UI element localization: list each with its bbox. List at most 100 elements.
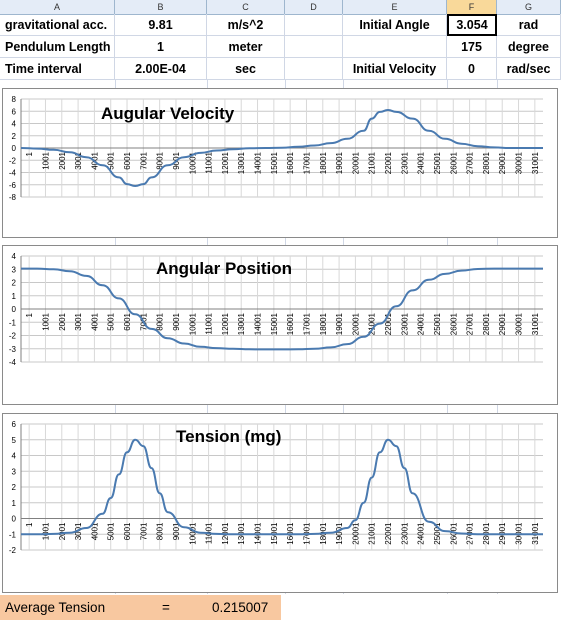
column-header-b[interactable]: B (115, 0, 207, 14)
column-header-e[interactable]: E (343, 0, 447, 14)
x-tick-label: 6001 (123, 522, 132, 540)
x-tick-label: 1 (25, 151, 34, 156)
x-tick-label: 18001 (319, 312, 328, 335)
y-tick-label: -6 (9, 181, 17, 190)
x-tick-label: 8001 (156, 151, 165, 169)
x-tick-label: 10001 (188, 522, 197, 545)
y-tick-label: 0 (12, 144, 17, 153)
x-tick-label: 1 (25, 522, 34, 527)
x-tick-label: 16001 (286, 151, 295, 174)
y-tick-label: 1 (12, 292, 17, 301)
series-line (21, 267, 543, 351)
cell-a1[interactable]: gravitational acc. (0, 14, 115, 36)
cell-b2[interactable]: 1 (115, 36, 207, 58)
x-tick-label: 15001 (270, 151, 279, 174)
cell-f2[interactable]: 175 (447, 36, 497, 58)
summary-row: Average Tension = 0.215007 (0, 595, 561, 620)
cell-c3[interactable]: sec (207, 58, 285, 80)
average-tension-highlight (0, 595, 281, 620)
average-tension-equals[interactable]: = (162, 600, 170, 615)
x-tick-label: 23001 (400, 312, 409, 335)
cell-c1[interactable]: m/s^2 (207, 14, 285, 36)
x-tick-label: 22001 (384, 312, 393, 335)
column-header-g[interactable]: G (497, 0, 561, 14)
x-tick-label: 8001 (156, 312, 165, 330)
chart-angular-velocity[interactable]: -8 -6 -4 -2 0 2 4 6 8 1 1001 2001 3001 4001 5001 6001 70… (2, 88, 558, 238)
chart-angular-position[interactable]: -4 -3 -2 -1 0 1 2 3 4 1 1001 2001 3001 4001 5001 6001 70… (2, 245, 558, 405)
x-tick-label: 1001 (41, 522, 50, 540)
cell-a3[interactable]: Time interval (0, 58, 115, 80)
x-tick-label: 9001 (172, 312, 181, 330)
x-tick-label: 14001 (254, 312, 263, 335)
cell-f3[interactable]: 0 (447, 58, 497, 80)
cell-f1-active[interactable]: 3.054 (447, 14, 497, 36)
cell-b3[interactable]: 2.00E-04 (115, 58, 207, 80)
table-row: Time interval 2.00E-04 sec Initial Veloc… (0, 58, 561, 80)
x-tick-label: 13001 (237, 312, 246, 335)
x-tick-label: 5001 (107, 312, 116, 330)
cell-c2[interactable]: meter (207, 36, 285, 58)
x-tick-label: 18001 (319, 151, 328, 174)
x-tick-label: 28001 (482, 151, 491, 174)
y-tick-label: 4 (12, 120, 17, 129)
cell-e1[interactable]: Initial Angle (343, 14, 447, 36)
x-tick-label: 30001 (515, 312, 524, 335)
cell-d1[interactable] (285, 14, 343, 36)
x-tick-label: 4001 (90, 522, 99, 540)
cell-b1[interactable]: 9.81 (115, 14, 207, 36)
x-tick-label: 22001 (384, 151, 393, 174)
x-tick-label: 2001 (58, 151, 67, 169)
chart-title: Augular Velocity (101, 104, 235, 123)
cell-d2[interactable] (285, 36, 343, 58)
cell-d3[interactable] (285, 58, 343, 80)
y-tick-label: 2 (12, 279, 17, 288)
x-tick-label: 20001 (351, 151, 360, 174)
chart-tension[interactable]: -2 -1 0 1 2 3 4 5 6 1 1001 2001 3001 4001 5001 6001 7001… (2, 413, 558, 593)
x-tick-label: 5001 (107, 151, 116, 169)
column-header-bar: A B C D E F G (0, 0, 561, 15)
x-tick-label: 12001 (221, 151, 230, 174)
x-tick-label: 12001 (221, 312, 230, 335)
y-tick-label: 4 (12, 252, 17, 261)
average-tension-label[interactable]: Average Tension (5, 600, 106, 615)
x-tick-label: 1001 (41, 312, 50, 330)
x-tick-label: 25001 (433, 312, 442, 335)
cell-g2[interactable]: degree (497, 36, 561, 58)
average-tension-value[interactable]: 0.215007 (212, 600, 269, 615)
series-line (20, 108, 543, 188)
x-tick-label: 29001 (498, 151, 507, 174)
x-tick-label: 14001 (254, 151, 263, 174)
y-tick-label: -2 (9, 156, 17, 165)
column-header-a[interactable]: A (0, 0, 115, 14)
x-tick-label: 27001 (466, 312, 475, 335)
y-tick-label: -4 (9, 358, 17, 367)
x-tick-label: 3001 (74, 312, 83, 330)
cell-e2[interactable] (343, 36, 447, 58)
x-tick-label: 21001 (368, 312, 377, 335)
x-tick-label: 6001 (123, 312, 132, 330)
cell-g3[interactable]: rad/sec (497, 58, 561, 80)
x-tick-label: 10001 (188, 151, 197, 174)
x-tick-label: 21001 (368, 151, 377, 174)
table-row: gravitational acc. 9.81 m/s^2 Initial An… (0, 14, 561, 36)
cell-a2[interactable]: Pendulum Length (0, 36, 115, 58)
x-tick-label: 10001 (188, 312, 197, 335)
chart-title: Tension (mg) (176, 427, 282, 446)
cell-g1[interactable]: rad (497, 14, 561, 36)
y-tick-label: -3 (9, 345, 17, 354)
x-tick-label: 24001 (417, 522, 426, 545)
x-tick-label: 30001 (515, 151, 524, 174)
x-tick-label: 2001 (58, 522, 67, 540)
cell-e3[interactable]: Initial Velocity (343, 58, 447, 80)
x-tick-label: 20001 (351, 312, 360, 335)
y-tick-label: 1 (12, 499, 17, 508)
x-tick-label: 9001 (172, 522, 181, 540)
column-header-c[interactable]: C (207, 0, 285, 14)
y-tick-label: -8 (9, 193, 17, 202)
x-tick-label: 21001 (368, 522, 377, 545)
column-header-d[interactable]: D (285, 0, 343, 14)
column-header-f[interactable]: F (447, 0, 497, 14)
x-tick-label: 3001 (74, 151, 83, 169)
